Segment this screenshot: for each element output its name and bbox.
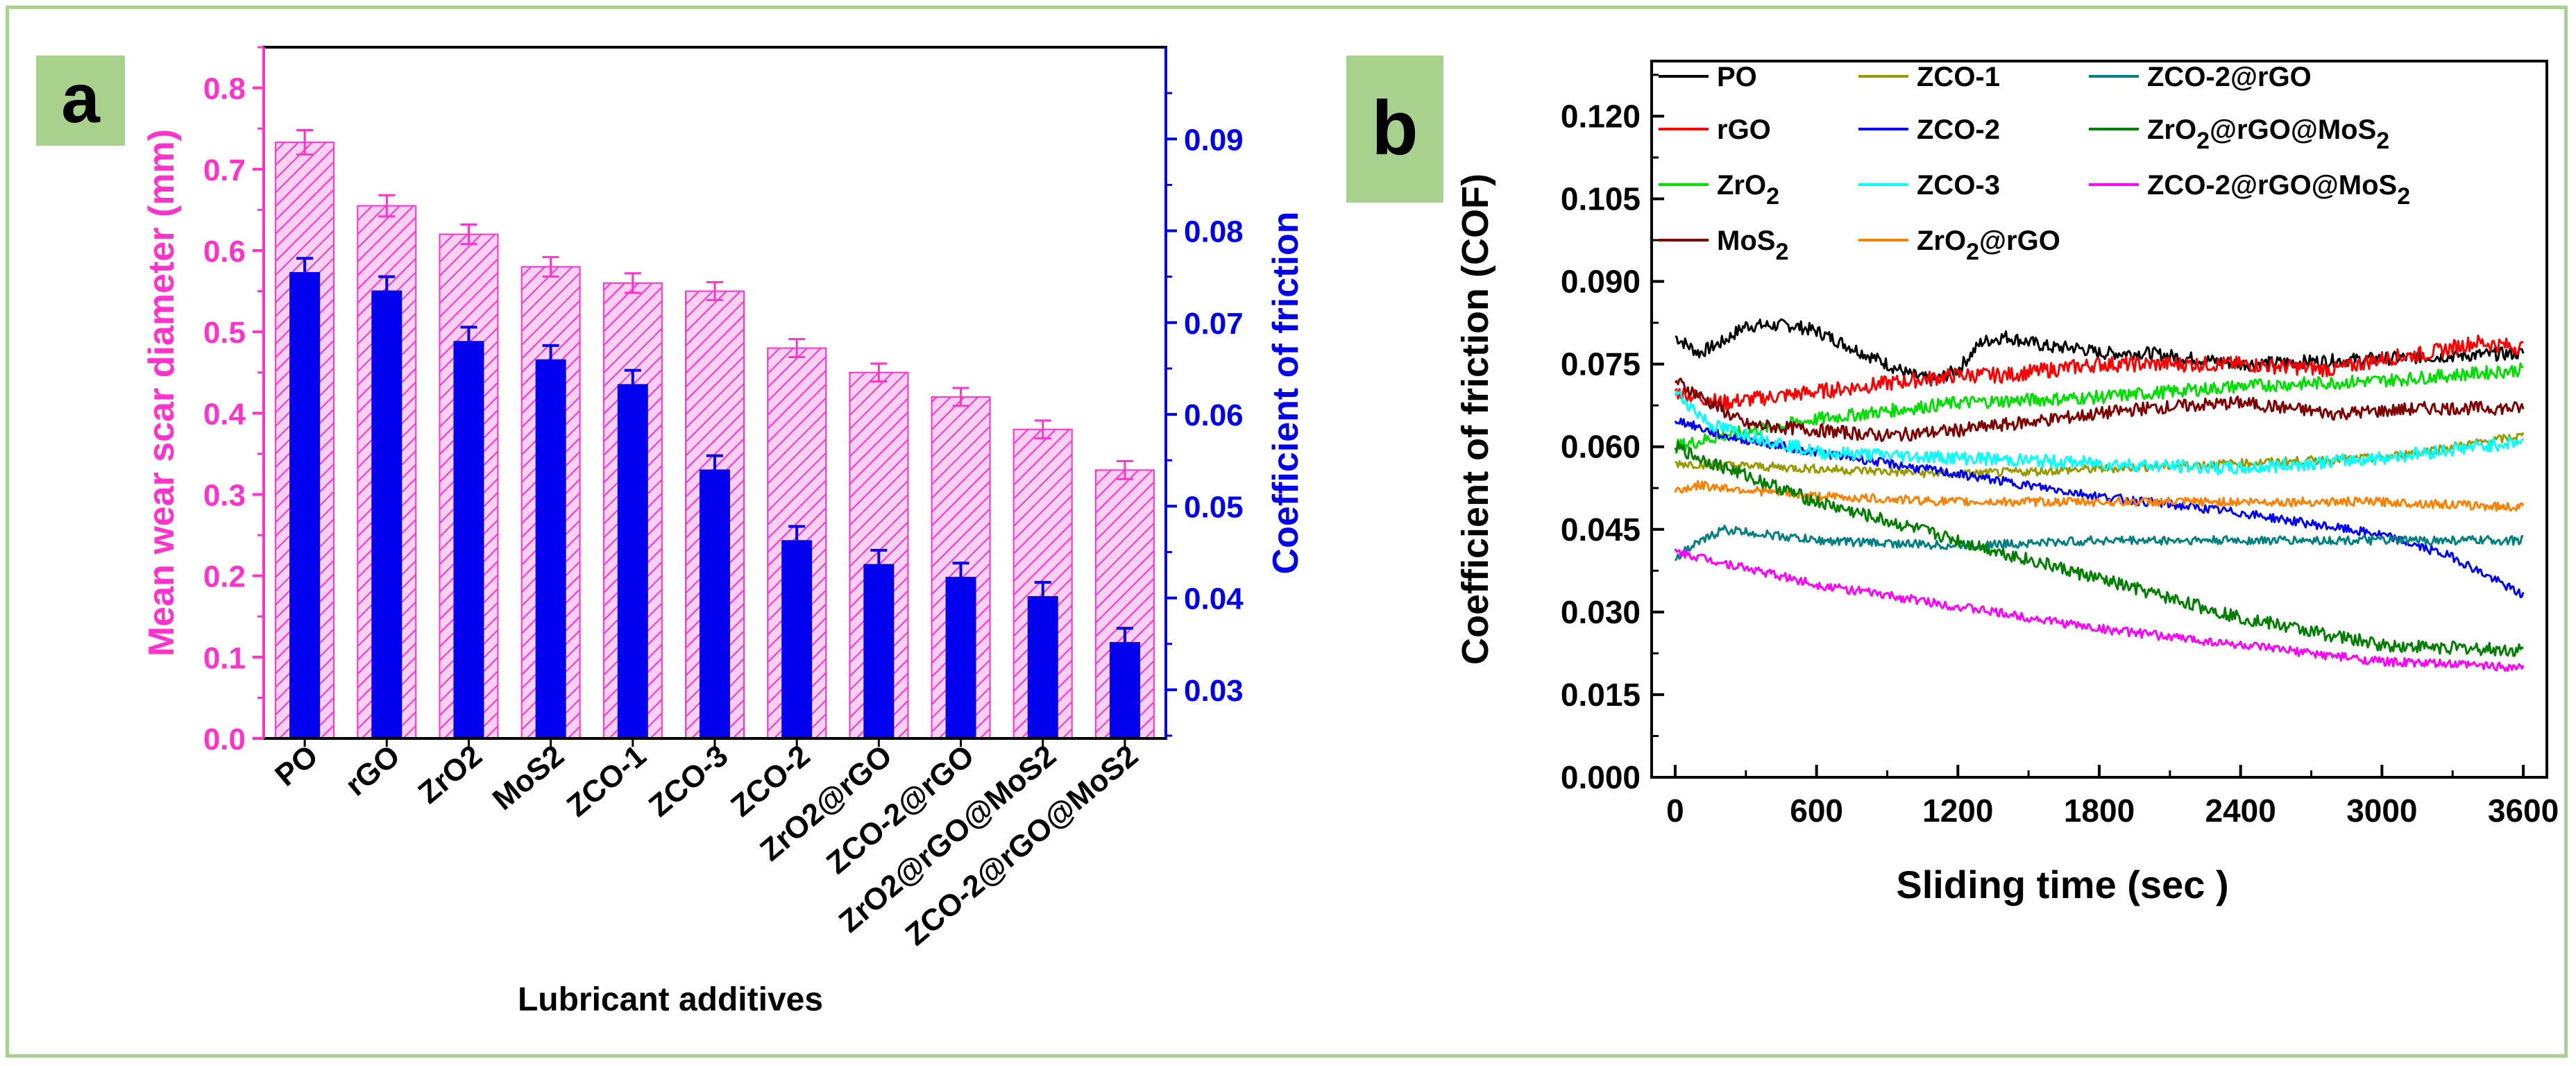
legend-label-text: ZrO <box>1917 226 1966 256</box>
legend-label-text: MoS <box>1717 226 1775 256</box>
cof-bar <box>781 540 813 738</box>
y-tick-label: 0.045 <box>1561 511 1641 548</box>
x-tick-label: 1200 <box>1922 793 1993 829</box>
legend-label: ZCO-2@rGO <box>2147 62 2312 92</box>
x-tick-label: 2400 <box>2205 793 2276 829</box>
left-tick-label: 0.5 <box>203 316 246 350</box>
x-tick-label: 3600 <box>2488 793 2559 829</box>
panel-a-badge: a <box>61 60 101 137</box>
left-tick-label: 0.1 <box>203 641 246 675</box>
legend-label-tail: @rGO@MoS <box>2210 115 2376 145</box>
category-label: ZCO-1 <box>561 738 653 823</box>
series-line-10 <box>1674 548 2525 672</box>
cof-bar <box>289 272 321 739</box>
legend-label-sub: 2 <box>1966 239 1979 265</box>
cof-bar <box>863 564 895 738</box>
right-tick-label: 0.06 <box>1184 398 1244 432</box>
y-tick-label: 0.060 <box>1561 429 1641 465</box>
cof-bar <box>945 577 976 738</box>
category-label: PO <box>269 738 324 793</box>
y-tick-label: 0.030 <box>1561 594 1641 630</box>
legend-label-sub: 2 <box>2397 183 2410 210</box>
category-label: ZCO-3 <box>643 738 735 823</box>
panel-a: a PO rGO ZrO2MoS2ZCO-1ZCO-3ZCO-2ZrO2@rGOZC… <box>36 46 1306 1018</box>
panel-a-xlabel: Lubricant additives <box>518 981 823 1018</box>
left-tick-label: 0.6 <box>203 235 246 269</box>
legend-label-sub2: 2 <box>2376 128 2389 154</box>
x-tick-label: 1800 <box>2064 793 2135 829</box>
legend-label-text: ZrO <box>1717 170 1766 201</box>
y-tick-label: 0.090 <box>1561 264 1641 300</box>
cof-bar <box>1027 595 1058 738</box>
panel-b-badge: b <box>1371 85 1418 171</box>
panel-b-xlabel: Sliding time (sec ) <box>1896 863 2228 906</box>
panel-b: b 0 600 1200 1800 2400 3000 3600 0.000 0.015 0.03… <box>1346 56 2559 906</box>
cof-bar <box>453 341 484 738</box>
y-tick-label: 0.000 <box>1561 759 1641 795</box>
cof-bar <box>535 359 566 738</box>
cof-bar <box>617 384 648 738</box>
x-tick-label: 3000 <box>2346 793 2417 829</box>
x-tick-label: 0 <box>1666 793 1684 829</box>
legend-label: rGO <box>1717 115 1771 145</box>
panel-b-plot-frame <box>1650 60 2548 779</box>
legend-label: ZCO-2@rGO@MoS2 <box>2147 170 2410 210</box>
right-tick-label: 0.05 <box>1184 490 1244 524</box>
panel-a-badge-bg <box>36 56 125 146</box>
right-tick-label: 0.08 <box>1184 215 1244 249</box>
right-tick-label: 0.09 <box>1184 123 1244 157</box>
left-tick-label: 0.2 <box>203 560 246 594</box>
series-line-1 <box>1674 335 2524 410</box>
legend-label-text: ZrO <box>2147 115 2196 145</box>
category-label: MoS2 <box>486 738 570 817</box>
panel-b-lines <box>1674 318 2525 672</box>
series-line-5 <box>1674 417 2525 598</box>
left-tick-label: 0.4 <box>203 397 246 431</box>
panel-a-ylabel: Mean wear scar diameter (mm) <box>142 129 182 657</box>
legend-label-tail: @rGO <box>1979 226 2060 256</box>
right-tick-label: 0.04 <box>1184 582 1244 616</box>
category-label: rGO <box>339 738 407 803</box>
x-tick-label: 600 <box>1790 793 1843 829</box>
series-line-3 <box>1674 378 2525 442</box>
legend-label: ZrO2@rGO <box>1917 226 2060 265</box>
figure-frame <box>6 6 2568 1058</box>
legend-label-text: ZCO-2@rGO@MoS <box>2147 170 2397 201</box>
panel-b-badge-bg <box>1346 56 1443 203</box>
panel-b-axes: 0 600 1200 1800 2400 3000 3600 0.000 0.015 0.030 0… <box>1561 74 2559 829</box>
legend-label: ZCO-2 <box>1917 115 2000 145</box>
category-label: ZrO2 <box>412 738 489 811</box>
legend-label-sub: 2 <box>1766 183 1779 210</box>
cof-bar <box>1109 642 1140 738</box>
left-tick-label: 0.3 <box>203 478 246 512</box>
right-tick-label: 0.03 <box>1184 674 1244 708</box>
legend-label: MoS2 <box>1717 226 1788 265</box>
panel-a-bars <box>275 129 1155 740</box>
legend-label: ZrO2 <box>1717 170 1779 210</box>
panel-b-ylabel: Coefficient of friction (COF) <box>1455 174 1496 665</box>
y-tick-label: 0.075 <box>1561 346 1641 382</box>
series-line-9 <box>1674 440 2524 657</box>
panel-a-y2label: Coefficient of friction <box>1266 212 1306 575</box>
right-tick-label: 0.07 <box>1184 307 1244 341</box>
series-line-6 <box>1674 390 2524 475</box>
series-line-2 <box>1675 362 2524 454</box>
legend-label: ZrO2@rGO@MoS2 <box>2147 115 2389 154</box>
series-line-8 <box>1674 525 2524 561</box>
y-tick-label: 0.015 <box>1561 677 1641 713</box>
legend-label: ZCO-1 <box>1917 62 2000 92</box>
left-tick-label: 0.8 <box>203 72 246 106</box>
left-tick-label: 0.7 <box>203 153 246 187</box>
cof-bar <box>700 469 730 738</box>
legend-label-sub: 2 <box>1775 239 1788 265</box>
legend-label: ZCO-3 <box>1917 170 2000 201</box>
legend-label: PO <box>1717 62 1757 92</box>
y-tick-label: 0.120 <box>1561 98 1641 134</box>
cof-bar <box>371 290 402 738</box>
left-tick-label: 0.0 <box>203 722 246 756</box>
legend-label-sub: 2 <box>2196 128 2210 154</box>
y-tick-label: 0.105 <box>1561 180 1641 217</box>
